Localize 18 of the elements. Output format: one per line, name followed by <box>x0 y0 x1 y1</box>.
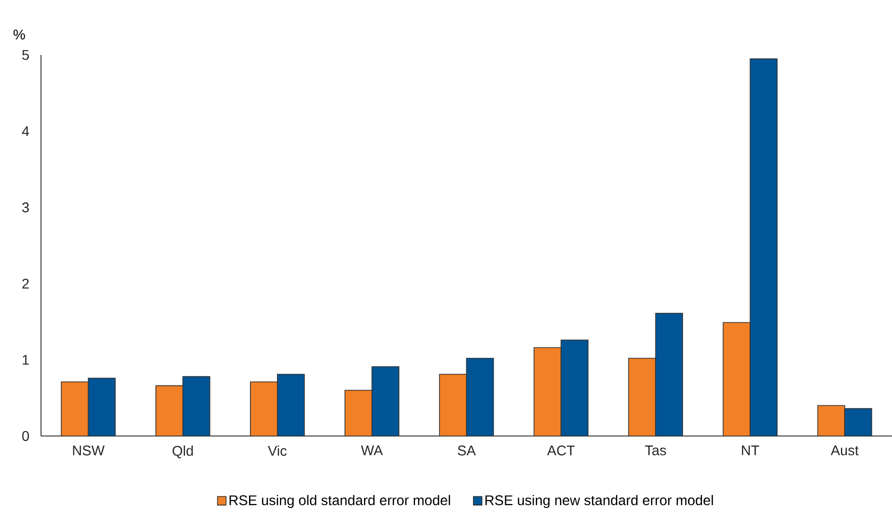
legend-label: RSE using old standard error model <box>230 494 450 508</box>
y-tick-label: 4 <box>22 126 30 136</box>
legend-label: RSE using new standard error model <box>485 494 713 508</box>
x-tick-label: Qld <box>172 446 193 458</box>
x-tick-label: NSW <box>73 446 105 456</box>
x-tick-label: Vic <box>268 446 287 456</box>
y-tick-label: 1 <box>22 354 29 365</box>
x-tick-label: WA <box>360 446 383 456</box>
x-tick-label: NT <box>742 446 760 456</box>
y-tick-label: 3 <box>22 202 29 212</box>
y-tick-label: 0 <box>22 431 29 441</box>
y-axis-title: % <box>14 30 25 40</box>
x-tick-label: ACT <box>547 446 575 456</box>
x-tick-label: Tas <box>645 446 666 456</box>
x-tick-label: SA <box>458 446 476 456</box>
x-tick-label: Aust <box>830 446 859 456</box>
y-tick-label: 5 <box>22 50 29 60</box>
y-tick-label: 2 <box>22 278 29 288</box>
